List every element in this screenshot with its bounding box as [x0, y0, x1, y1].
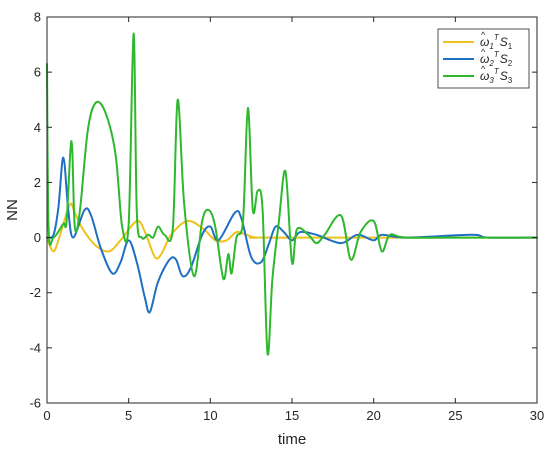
series-line-2: [46, 156, 538, 314]
x-tick-label: 25: [448, 408, 462, 423]
y-tick-label: -4: [29, 340, 41, 355]
tick-layer: 0 5 10 15 20 25 30 -6 -4 -2 0 2 4 6 8: [29, 10, 544, 424]
y-tick-label: -6: [29, 396, 41, 411]
legend: ω1TS1^ω2TS2^ω3TS3^: [437, 28, 530, 89]
legend-hat-3: ^: [481, 64, 486, 74]
y-tick-label: 4: [34, 120, 41, 135]
x-axis-label: time: [278, 431, 306, 448]
x-tick-label: 15: [285, 408, 299, 423]
y-tick-label: -2: [29, 285, 41, 300]
x-tick-label: 0: [43, 408, 50, 423]
legend-label-2: ω2TS2: [480, 50, 513, 68]
y-tick-label: 2: [34, 175, 41, 190]
x-tick-label: 30: [530, 408, 544, 423]
legend-entries: ω1TS1^ω2TS2^ω3TS3^: [443, 30, 513, 85]
series-line-3: [46, 32, 538, 356]
x-tick-label: 10: [203, 408, 217, 423]
x-tick-label: 5: [125, 408, 132, 423]
x-tick-label: 20: [366, 408, 380, 423]
legend-label-3: ω3TS3: [480, 67, 513, 85]
legend-hat-1: ^: [481, 30, 486, 40]
y-tick-label: 6: [34, 65, 41, 80]
y-axis-label: NN: [4, 199, 21, 221]
legend-hat-2: ^: [481, 47, 486, 57]
y-tick-label: 8: [34, 10, 41, 25]
legend-label-1: ω1TS1: [480, 33, 513, 51]
series-layer: [46, 32, 538, 356]
y-tick-label: 0: [34, 230, 41, 245]
